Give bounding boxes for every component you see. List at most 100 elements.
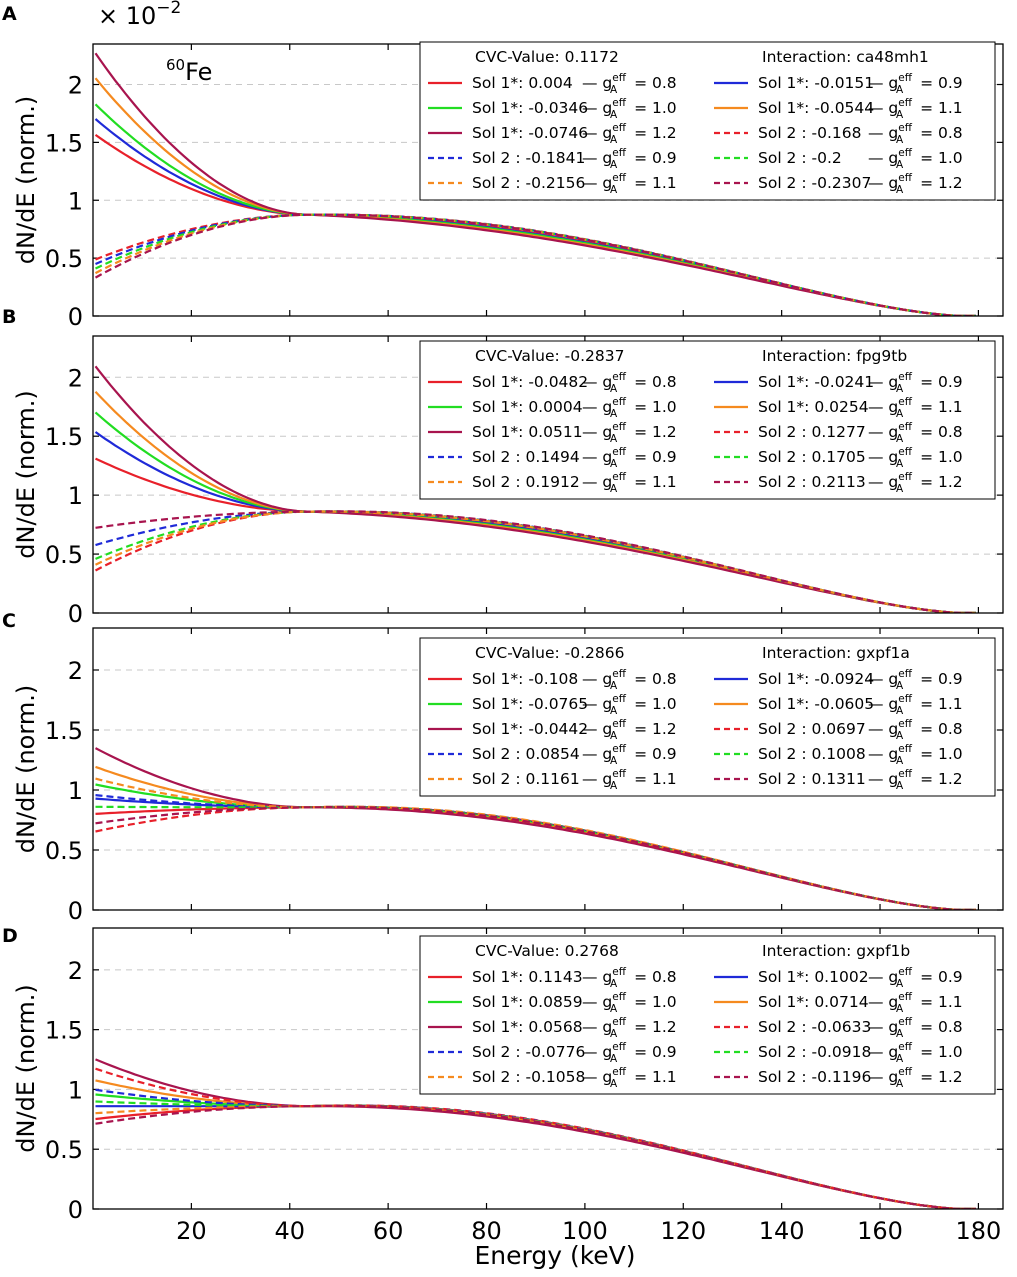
legend-entry: Sol 2 : -0.0776 bbox=[472, 1043, 585, 1061]
legend-ga: — geff A = 1.2 bbox=[582, 718, 677, 742]
y-axis-label: dN/dE (norm.) bbox=[12, 390, 40, 558]
plot-frame bbox=[92, 927, 1004, 1210]
x-tick-label: 120 bbox=[660, 1217, 706, 1245]
legend-ga: — geff A = 0.8 bbox=[582, 966, 677, 990]
panel-letter: A bbox=[2, 3, 17, 25]
legend-entry: Sol 2 : -0.2307 bbox=[758, 174, 871, 192]
legend-ga: — geff A = 0.8 bbox=[868, 1016, 963, 1040]
legend-ga: — geff A = 1.0 bbox=[868, 1041, 963, 1065]
legend-entry: Sol 2 : -0.1196 bbox=[758, 1068, 871, 1086]
legend-ga: — geff A = 1.2 bbox=[868, 768, 963, 792]
legend: CVC-Value: -0.2866 Interaction: gxpf1a Sol… bbox=[419, 637, 996, 797]
legend-entry: Sol 2 : 0.1494 bbox=[472, 448, 580, 466]
legend-ga: — geff A = 0.9 bbox=[868, 966, 963, 990]
legend-ga: — geff A = 1.2 bbox=[868, 172, 963, 196]
panel-letter: D bbox=[2, 925, 18, 947]
legend: CVC-Value: 0.2768 Interaction: gxpf1b Sol … bbox=[419, 935, 996, 1095]
panel-C: C 0 0.5 1 1.5 2 dN/dE (norm.) CVC-Value: -0.286… bbox=[2, 610, 1004, 925]
legend-entry: Sol 1*: -0.0151 bbox=[758, 74, 874, 92]
series-line-10 bbox=[95, 1104, 976, 1209]
legend-entry: Sol 2 : -0.0633 bbox=[758, 1018, 871, 1036]
legend-entry: Sol 1*: 0.0511 bbox=[472, 423, 583, 441]
legend-ga: — geff A = 1.0 bbox=[582, 693, 677, 717]
legend-ga: — geff A = 1.0 bbox=[868, 743, 963, 767]
legend-ga: — geff A = 1.2 bbox=[582, 421, 677, 445]
y-tick-label: 1 bbox=[68, 1076, 83, 1104]
legend-box bbox=[419, 41, 996, 201]
y-tick-label: 0.5 bbox=[45, 245, 83, 273]
legend-ga: — geff A = 0.9 bbox=[582, 743, 677, 767]
series-group bbox=[94, 747, 976, 910]
interaction: Interaction: gxpf1b bbox=[762, 942, 910, 960]
legend-ga: — geff A = 0.9 bbox=[582, 1041, 677, 1065]
x-tick-label: 160 bbox=[857, 1217, 903, 1245]
panels: A 0 0.5 1 1.5 2 dN/dE (norm.) 60Fe CVC-Value: 0.… bbox=[2, 3, 1004, 1245]
y-tick-label: 1 bbox=[68, 482, 83, 510]
cvc-value: CVC-Value: -0.2866 bbox=[475, 644, 624, 662]
y-tick-label: 0.5 bbox=[45, 1136, 83, 1164]
y-tick-label: 1.5 bbox=[45, 1017, 83, 1045]
legend-ga: — geff A = 1.2 bbox=[868, 1066, 963, 1090]
legend-entry: Sol 2 : -0.2156 bbox=[472, 174, 585, 192]
legend-ga: — geff A = 1.1 bbox=[582, 768, 677, 792]
panel-letter: B bbox=[2, 306, 16, 328]
y-tick-label: 1 bbox=[68, 777, 83, 805]
legend-ga: — geff A = 0.8 bbox=[582, 371, 677, 395]
cvc-value: CVC-Value: 0.1172 bbox=[475, 48, 619, 66]
legend-ga: — geff A = 1.1 bbox=[868, 693, 963, 717]
legend-entry: Sol 2 : -0.2 bbox=[758, 149, 842, 167]
legend-ga: — geff A = 0.9 bbox=[582, 147, 677, 171]
legend-entry: Sol 1*: 0.004 bbox=[472, 74, 573, 92]
y-tick-label: 2 bbox=[68, 364, 83, 392]
interaction: Interaction: fpg9tb bbox=[762, 347, 907, 365]
series-group bbox=[94, 52, 976, 316]
legend-entry: Sol 1*: -0.108 bbox=[472, 670, 578, 688]
legend-ga: — geff A = 1.2 bbox=[582, 1016, 677, 1040]
legend-ga: — geff A = 0.9 bbox=[868, 371, 963, 395]
x-tick-label: 80 bbox=[471, 1217, 502, 1245]
legend-entry: Sol 1*: -0.0544 bbox=[758, 99, 874, 117]
legend-entry: Sol 2 : 0.1705 bbox=[758, 448, 866, 466]
y-tick-label: 1.5 bbox=[45, 717, 83, 745]
legend-ga: — geff A = 1.0 bbox=[868, 147, 963, 171]
x-axis-label: Energy (keV) bbox=[474, 1241, 635, 1270]
legend-ga: — geff A = 1.1 bbox=[868, 97, 963, 121]
legend: CVC-Value: 0.1172 Interaction: ca48mh1 Sol… bbox=[419, 41, 996, 201]
legend-box bbox=[419, 935, 996, 1095]
y-tick-label: 0 bbox=[68, 600, 83, 628]
x-tick-label: 20 bbox=[176, 1217, 207, 1245]
y-tick-label: 2 bbox=[68, 957, 83, 985]
legend-entry: Sol 1*: 0.1143 bbox=[472, 968, 583, 986]
y-tick-label: 0.5 bbox=[45, 837, 83, 865]
interaction: Interaction: ca48mh1 bbox=[762, 48, 929, 66]
cvc-value: CVC-Value: -0.2837 bbox=[475, 347, 624, 365]
legend-entry: Sol 2 : 0.1008 bbox=[758, 745, 866, 763]
series-line-10 bbox=[95, 806, 976, 910]
legend-ga: — geff A = 1.2 bbox=[582, 122, 677, 146]
y-tick-label: 0 bbox=[68, 897, 83, 925]
x-tick-label: 100 bbox=[562, 1217, 608, 1245]
legend-ga: — geff A = 1.0 bbox=[582, 97, 677, 121]
legend-ga: — geff A = 0.8 bbox=[582, 668, 677, 692]
y-axis-label: dN/dE (norm.) bbox=[12, 685, 40, 853]
y-tick-label: 1.5 bbox=[45, 129, 83, 157]
legend-ga: — geff A = 0.8 bbox=[868, 421, 963, 445]
legend-entry: Sol 1*: 0.0714 bbox=[758, 993, 869, 1011]
legend-entry: Sol 2 : -0.1841 bbox=[472, 149, 585, 167]
legend-entry: Sol 1*: 0.0859 bbox=[472, 993, 583, 1011]
series-line-6 bbox=[95, 213, 976, 316]
legend-entry: Sol 1*: -0.0924 bbox=[758, 670, 874, 688]
legend-ga: — geff A = 0.9 bbox=[868, 72, 963, 96]
y-tick-label: 0.5 bbox=[45, 541, 83, 569]
series-line-10 bbox=[94, 213, 976, 316]
legend-ga: — geff A = 1.1 bbox=[582, 1066, 677, 1090]
legend-ga: — geff A = 0.8 bbox=[868, 718, 963, 742]
panel-A: A 0 0.5 1 1.5 2 dN/dE (norm.) 60Fe CVC-Value: 0.… bbox=[2, 3, 1004, 331]
legend-entry: Sol 1*: 0.0568 bbox=[472, 1018, 583, 1036]
series-group bbox=[95, 1058, 976, 1209]
legend-entry: Sol 1*: 0.0254 bbox=[758, 398, 869, 416]
legend-ga: — geff A = 1.2 bbox=[868, 471, 963, 495]
legend-ga: — geff A = 1.1 bbox=[868, 991, 963, 1015]
legend-entry: Sol 2 : 0.2113 bbox=[758, 473, 866, 491]
